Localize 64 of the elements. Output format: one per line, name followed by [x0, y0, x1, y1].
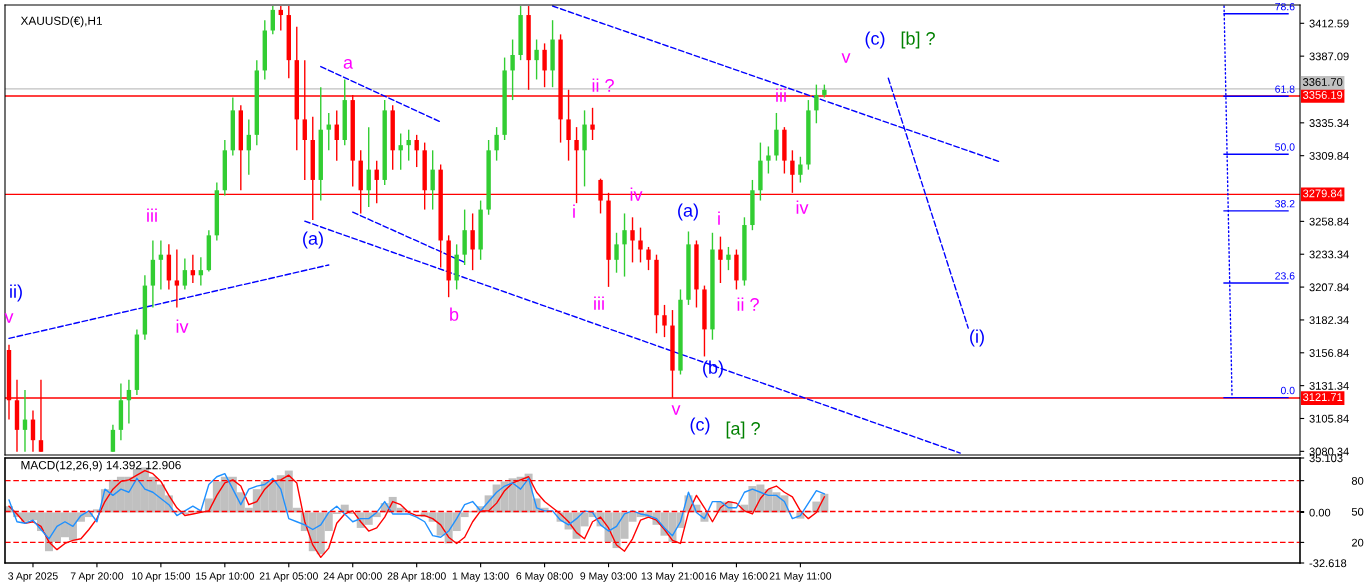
annotation: ii ? [592, 78, 614, 92]
annotation: ii ? [737, 297, 759, 311]
annotation: (i) [970, 329, 984, 347]
annotation: a [343, 58, 354, 69]
annotation: (b) [703, 360, 723, 378]
y-tick-label: 3207.84 [1309, 283, 1349, 292]
x-tick-label: 13 May 21:00 [641, 572, 704, 582]
annotation: (a) [303, 231, 323, 249]
y-tick-label: 3387.09 [1309, 52, 1349, 61]
y2-tick-label: 80 [1351, 476, 1364, 485]
x-tick-label: 1 May 13:00 [452, 572, 509, 582]
annotation: 50.0 [1275, 143, 1295, 151]
x-tick-label: 9 May 03:00 [580, 572, 637, 582]
annotation: i [718, 211, 720, 225]
annotation: 78.6 [1275, 2, 1295, 11]
y-tick-label: 3309.84 [1309, 151, 1349, 160]
annotation: i [573, 204, 575, 218]
y-tick-label: 3258.84 [1309, 217, 1349, 226]
y-tick-label: 0.00 [1309, 508, 1331, 517]
text: XAUUSD(€),H1 [20, 16, 102, 28]
x-tick-label: 21 Apr 05:00 [259, 572, 318, 582]
ref-line-label: 3361.70 [1303, 78, 1343, 86]
annotation: (a) [678, 203, 698, 221]
annotation: 0.0 [1280, 386, 1295, 395]
y-tick-label: 35.103 [1309, 454, 1343, 463]
y-tick-label: 3233.34 [1309, 250, 1349, 259]
annotation: [b] ? [901, 31, 935, 49]
y-tick-label: 3412.59 [1309, 19, 1349, 28]
x-tick-label: 10 Apr 15:00 [132, 572, 191, 582]
y-tick-label: -32.618 [1309, 559, 1347, 568]
annotation: 61.8 [1275, 85, 1295, 93]
annotation: [a] ? [726, 421, 760, 439]
x-tick-label: 3 Apr 2025 [8, 572, 58, 582]
chart-title: MACD(12,26,9) 14.392 12.906 [21, 460, 181, 472]
y-tick-label: 3182.34 [1309, 316, 1349, 325]
x-tick-label: 21 May 11:00 [769, 572, 832, 582]
annotation: 23.6 [1275, 272, 1295, 280]
ref-line-label: 3356.19 [1303, 91, 1343, 99]
annotation: v [671, 405, 681, 415]
y-tick-label: 3156.84 [1309, 349, 1349, 357]
x-tick-label: 16 May 16:00 [705, 572, 768, 582]
ref-line-label: 3121.71 [1303, 393, 1343, 402]
x-tick-label: 15 Apr 10:00 [196, 572, 254, 582]
annotation: iv [176, 319, 189, 333]
annotation: iii [594, 296, 604, 310]
y-tick-label: 3131.34 [1309, 381, 1349, 390]
ref-line-label: 3279.84 [1303, 189, 1343, 198]
annotation: b [450, 307, 459, 321]
x-tick-label: 7 Apr 20:00 [70, 572, 124, 582]
annotation: (c) [865, 31, 885, 49]
y2-tick-label: 50 [1351, 507, 1364, 516]
x-tick-label: 6 May 08:00 [516, 572, 573, 582]
y-tick-label: 3080.34 [1309, 447, 1349, 456]
x-tick-label: 24 Apr 00:00 [323, 572, 382, 582]
annotation: iii [147, 208, 157, 222]
y-tick-label: 3105.84 [1309, 414, 1349, 423]
x-tick-label: 28 Apr 18:00 [387, 572, 446, 582]
y-tick-label: 3335.34 [1309, 119, 1349, 127]
annotation: (c) [690, 417, 710, 435]
y2-tick-label: 20 [1351, 538, 1364, 547]
annotation: 38.2 [1275, 200, 1295, 208]
annotation: iv [796, 200, 809, 214]
annotation: v [841, 53, 851, 63]
annotation: ii) [10, 284, 22, 302]
